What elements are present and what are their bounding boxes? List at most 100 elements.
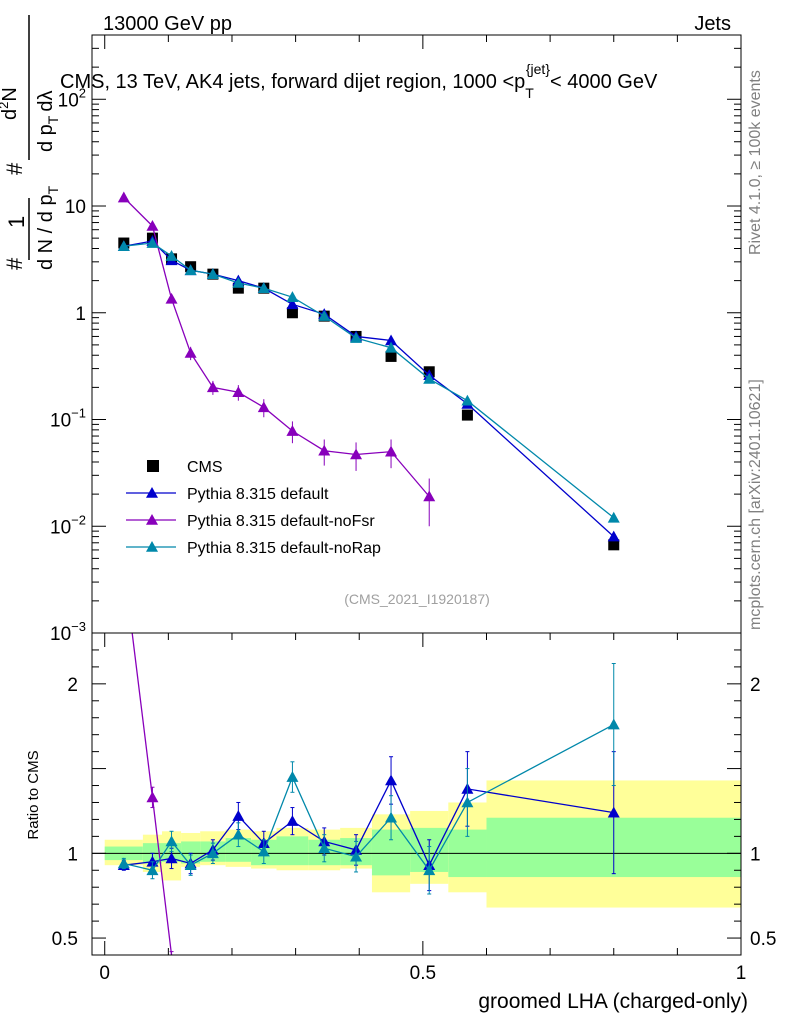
data-point bbox=[257, 282, 270, 293]
data-point bbox=[165, 250, 178, 261]
data-point bbox=[206, 268, 219, 279]
analysis-id: (CMS_2021_I1920187) bbox=[344, 591, 490, 607]
band-stat bbox=[276, 836, 309, 866]
ratio-y-tick-label-right: 1 bbox=[750, 844, 761, 865]
ratio-point bbox=[257, 845, 270, 857]
ratio-point bbox=[206, 847, 219, 859]
mcplots-label: mcplots.cern.ch [arXiv:2401.10621] bbox=[747, 379, 764, 630]
ratio-series-pythia-8-315-default-norap bbox=[117, 663, 620, 895]
ratio-y-tick-label-right: 2 bbox=[750, 675, 761, 696]
legend-label: CMS bbox=[187, 459, 223, 476]
svg-text:#: # bbox=[2, 162, 27, 175]
y-tick-label: 1 bbox=[75, 304, 86, 325]
data-point bbox=[257, 401, 270, 413]
data-point bbox=[385, 341, 398, 353]
x-tick-label: 0 bbox=[99, 963, 110, 984]
x-tick-label: 1 bbox=[736, 963, 747, 984]
bottom-panel: 0.5 0.51 12 2 0 0.5 1 bbox=[52, 35, 776, 984]
legend: CMS Pythia 8.315 default Pythia 8.315 defa… bbox=[126, 459, 381, 557]
bottom-y-label: Ratio to CMS bbox=[25, 750, 42, 839]
ratio-point bbox=[184, 859, 197, 870]
x-tick-label: 0.5 bbox=[410, 963, 436, 984]
ratio-line bbox=[131, 633, 173, 955]
legend-marker bbox=[147, 460, 159, 472]
data-point bbox=[146, 237, 159, 248]
ratio-point bbox=[165, 852, 178, 864]
x-axis: 0 0.5 1 bbox=[99, 35, 746, 984]
ratio-bands bbox=[92, 780, 741, 908]
ratio-point bbox=[318, 842, 331, 854]
svg-text:#: # bbox=[2, 257, 27, 270]
series-line bbox=[123, 242, 615, 519]
data-point bbox=[350, 332, 363, 343]
ratio-point bbox=[146, 864, 159, 876]
ratio-point bbox=[232, 810, 245, 821]
data-point bbox=[608, 539, 620, 551]
data-point bbox=[423, 372, 436, 384]
bottom-frame bbox=[91, 632, 742, 956]
legend-label: Pythia 8.315 default-noFsr bbox=[187, 513, 375, 530]
data-point bbox=[607, 511, 620, 523]
ratio-point bbox=[385, 774, 398, 786]
legend-item: CMS bbox=[147, 459, 223, 476]
bottom-plot-content bbox=[117, 633, 620, 955]
rivet-label: Rivet 4.1.0, ≥ 100k events bbox=[747, 70, 764, 255]
chart-title: CMS, 13 TeV, AK4 jets, forward dijet reg… bbox=[60, 61, 658, 101]
data-point bbox=[318, 444, 331, 456]
data-point bbox=[146, 219, 159, 231]
data-point bbox=[350, 448, 363, 460]
data-point bbox=[232, 386, 245, 398]
legend-label: Pythia 8.315 default bbox=[187, 486, 329, 503]
data-point bbox=[184, 346, 197, 358]
ratio-series-pythia-8-315-default-nofsr bbox=[131, 633, 174, 955]
y-tick-label: 10−2 bbox=[50, 512, 86, 538]
ratio-point bbox=[165, 835, 178, 847]
data-point bbox=[165, 292, 178, 304]
data-point bbox=[232, 277, 245, 288]
svg-text:1: 1 bbox=[4, 216, 29, 228]
ratio-point bbox=[286, 771, 299, 782]
ratio-point bbox=[117, 857, 130, 869]
bottom-y-axis: 0.5 0.5 1 1 2 2 bbox=[52, 632, 776, 956]
x-axis-label: groomed LHA (charged-only) bbox=[478, 990, 748, 1013]
y-tick-label: 10−3 bbox=[50, 619, 86, 645]
legend-marker bbox=[146, 541, 158, 552]
legend-marker bbox=[146, 487, 158, 498]
ratio-point bbox=[607, 806, 620, 818]
top-y-axis: 10−3 10−2 10−1 1 10 102 bbox=[50, 34, 741, 645]
top-plot-content bbox=[117, 191, 620, 551]
data-point bbox=[607, 530, 620, 542]
ratio-point bbox=[350, 850, 363, 862]
data-point bbox=[117, 240, 130, 252]
ratio-y-tick-label: 1 bbox=[67, 844, 78, 865]
data-point bbox=[286, 291, 299, 302]
ratio-point bbox=[607, 718, 620, 730]
series-pythia-8-315-default-nofsr bbox=[117, 191, 436, 527]
data-point bbox=[385, 334, 398, 346]
top-y-label: # 1 d N / d pT # d2N d pTdλ bbox=[0, 15, 61, 270]
ratio-y-tick-label-right: 0.5 bbox=[750, 929, 776, 950]
data-point bbox=[286, 425, 299, 436]
legend-item: Pythia 8.315 default-noRap bbox=[126, 540, 381, 557]
y-label-denominator: d N / d pT bbox=[35, 185, 61, 270]
ratio-point bbox=[385, 811, 398, 823]
process-label: Jets bbox=[694, 13, 731, 35]
data-point bbox=[318, 310, 331, 321]
band-stat bbox=[181, 841, 201, 864]
legend-item: Pythia 8.315 default bbox=[126, 486, 329, 503]
legend-marker bbox=[146, 514, 158, 525]
ratio-point bbox=[461, 796, 474, 808]
series-pythia-8-315-default-norap bbox=[117, 237, 620, 523]
ratio-point bbox=[232, 828, 245, 840]
data-point bbox=[206, 381, 219, 393]
energy-label: 13000 GeV pp bbox=[103, 13, 232, 35]
ratio-point bbox=[286, 815, 299, 826]
top-panel: 10−3 10−2 10−1 1 10 102 bbox=[50, 34, 742, 645]
band-stat bbox=[225, 838, 252, 862]
legend-label: Pythia 8.315 default-noRap bbox=[187, 540, 381, 557]
legend-item: Pythia 8.315 default-noFsr bbox=[126, 513, 375, 530]
series-line bbox=[123, 197, 430, 497]
ratio-y-tick-label: 0.5 bbox=[52, 929, 78, 950]
ratio-point bbox=[146, 791, 159, 803]
